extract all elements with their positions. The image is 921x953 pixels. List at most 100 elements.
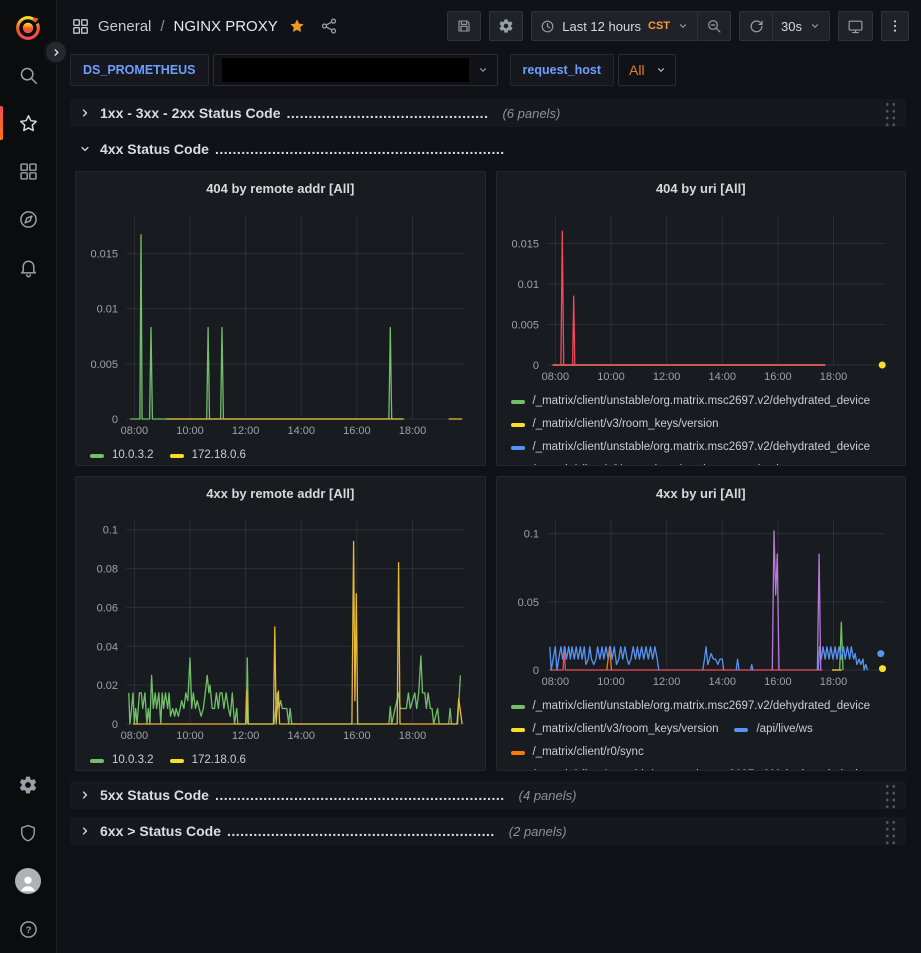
panel-title[interactable]: 404 by remote addr [All]: [206, 181, 355, 196]
grafana-logo[interactable]: [0, 5, 57, 51]
row-4xx[interactable]: 4xx Status Code ........................…: [70, 135, 906, 163]
legend-label: /sw.js: [756, 459, 784, 465]
legend-item[interactable]: /_matrix/client/r0/sync: [510, 741, 644, 764]
chart-legend: /_matrix/client/unstable/org.matrix.msc2…: [510, 390, 898, 465]
svg-text:0.08: 0.08: [97, 564, 118, 576]
refresh-interval-picker[interactable]: 30s: [772, 11, 830, 41]
ds-prometheus-select[interactable]: [212, 54, 498, 86]
variable-label[interactable]: DS_PROMETHEUS: [70, 54, 209, 86]
variable-request-host: request_host All: [509, 54, 676, 86]
chevron-down-icon: [655, 64, 667, 76]
svg-text:14:00: 14:00: [708, 676, 736, 688]
row-drag-handle[interactable]: [883, 781, 896, 809]
svg-text:0: 0: [532, 665, 538, 677]
more-options-button[interactable]: [881, 11, 909, 41]
svg-text:0: 0: [112, 414, 118, 426]
legend-item[interactable]: 10.0.3.2: [90, 749, 154, 770]
sidebar-item-server-admin[interactable]: [0, 809, 57, 857]
legend-label: /_matrix/client/unstable/org.matrix.msc2…: [532, 441, 871, 453]
row-title-dots: ........................................…: [214, 141, 505, 157]
row-1xx-3xx-2xx[interactable]: 1xx - 3xx - 2xx Status Code ............…: [70, 99, 906, 127]
row-title: 5xx Status Code: [100, 787, 209, 803]
legend-swatch: [510, 445, 525, 450]
save-dashboard-button[interactable]: [447, 11, 482, 41]
svg-text:10:00: 10:00: [176, 425, 204, 437]
svg-text:14:00: 14:00: [708, 371, 736, 383]
legend-item[interactable]: /sw.js: [734, 459, 784, 465]
time-range-picker[interactable]: Last 12 hours CST: [531, 11, 699, 41]
row-title-dots: ........................................…: [227, 823, 495, 839]
legend-item[interactable]: 172.18.0.6: [169, 749, 246, 770]
dashboard-title[interactable]: NGINX PROXY: [173, 17, 278, 35]
row-5xx[interactable]: 5xx Status Code ........................…: [70, 781, 906, 809]
panel-title[interactable]: 4xx by uri [All]: [655, 486, 746, 501]
svg-text:12:00: 12:00: [652, 676, 680, 688]
kebab-menu-icon: [887, 18, 903, 34]
legend-swatch: [510, 704, 525, 709]
share-icon[interactable]: [320, 17, 338, 35]
svg-text:10:00: 10:00: [597, 371, 625, 383]
breadcrumb-section[interactable]: General: [98, 17, 152, 35]
timeseries-chart[interactable]: 0 0.05 0.1 08:00 10:00 12:00 14:00 16:00 18:00: [505, 508, 898, 695]
svg-text:10:00: 10:00: [176, 730, 204, 742]
legend-item[interactable]: /_matrix/client/unstable/org.matrix.msc2…: [510, 436, 871, 459]
legend-item[interactable]: /_matrix/client/v3/room_keys/version: [510, 718, 718, 741]
row-title-dots: ........................................…: [286, 105, 489, 121]
zoom-out-icon: [706, 18, 722, 34]
time-controls: Last 12 hours CST: [531, 11, 732, 41]
timeseries-chart[interactable]: 0 0.005 0.01 0.015 08:00 10:00 12:00 14:00 16:00…: [505, 203, 898, 390]
panel-4xx-by-remote-addr: 4xx by remote addr [All] 0 0.02 0.04 0.06 0.…: [75, 476, 486, 771]
sidebar-expand-button[interactable]: [43, 39, 69, 65]
legend-item[interactable]: /_matrix/client/unstable/org.matrix.msc2…: [510, 390, 871, 413]
svg-text:0.05: 0.05: [517, 597, 538, 609]
row-title: 6xx > Status Code: [100, 823, 221, 839]
dashboard-toolbar: Last 12 hours CST 30s: [447, 11, 909, 41]
chevron-down-icon: [78, 142, 92, 156]
legend-item[interactable]: /_matrix/client/v3/room_keys/version: [510, 413, 718, 436]
sidebar-item-starred[interactable]: [0, 99, 57, 147]
row-drag-handle[interactable]: [883, 99, 896, 127]
row-drag-handle[interactable]: [883, 817, 896, 845]
zoom-out-time-button[interactable]: [697, 11, 732, 41]
svg-text:18:00: 18:00: [819, 676, 847, 688]
sidebar-item-explore[interactable]: [0, 195, 57, 243]
legend-item[interactable]: 172.18.0.6: [169, 444, 246, 465]
person-icon: [17, 872, 39, 894]
panel-title[interactable]: 404 by uri [All]: [655, 181, 746, 196]
cycle-view-mode-button[interactable]: [838, 11, 873, 41]
legend-item[interactable]: /api/live/ws: [734, 718, 813, 741]
svg-text:18:00: 18:00: [399, 730, 427, 742]
panel-title[interactable]: 4xx by remote addr [All]: [206, 486, 355, 501]
svg-text:0.04: 0.04: [97, 641, 118, 653]
svg-text:0.01: 0.01: [517, 279, 538, 291]
row-6xx[interactable]: 6xx > Status Code ......................…: [70, 817, 906, 845]
row-title-dots: ........................................…: [214, 787, 505, 803]
timeseries-chart[interactable]: 0 0.005 0.01 0.015 08:00 10:00 12:00 14:00 16:00…: [84, 203, 477, 444]
sidebar-item-alerting[interactable]: [0, 243, 57, 291]
sidebar-item-configuration[interactable]: [0, 761, 57, 809]
svg-text:08:00: 08:00: [121, 730, 149, 742]
legend-swatch: [510, 727, 525, 732]
question-icon: ?: [19, 920, 37, 938]
sidebar-item-dashboards[interactable]: [0, 147, 57, 195]
variable-label[interactable]: request_host: [509, 54, 615, 86]
sidebar-item-profile[interactable]: [0, 857, 57, 905]
svg-text:14:00: 14:00: [287, 425, 315, 437]
legend-item[interactable]: /_matrix/client/unstable/org.matrix.msc2…: [511, 764, 871, 770]
gear-icon: [18, 775, 38, 795]
legend-item[interactable]: 10.0.3.2: [90, 444, 154, 465]
legend-label: /_matrix/client/unstable/org.matrix.msc2…: [532, 395, 871, 407]
legend-item[interactable]: /_matrix/client/unstable/org.matrix.msc2…: [510, 695, 870, 718]
shield-icon: [18, 823, 38, 843]
svg-text:16:00: 16:00: [764, 676, 792, 688]
sidebar-item-help[interactable]: ?: [0, 905, 57, 953]
legend-swatch: [90, 758, 104, 763]
refresh-button[interactable]: [739, 11, 774, 41]
legend-item[interactable]: /_matrix/client/v3/room_keys/version: [511, 459, 719, 465]
favorite-star-icon[interactable]: [288, 17, 306, 35]
dashboard-settings-button[interactable]: [489, 11, 524, 41]
timeseries-chart[interactable]: 0 0.02 0.04 0.06 0.08 0.1 08:00 10:00 12:00 14:00…: [84, 508, 477, 749]
request-host-select[interactable]: All: [618, 54, 676, 86]
svg-text:12:00: 12:00: [232, 425, 260, 437]
